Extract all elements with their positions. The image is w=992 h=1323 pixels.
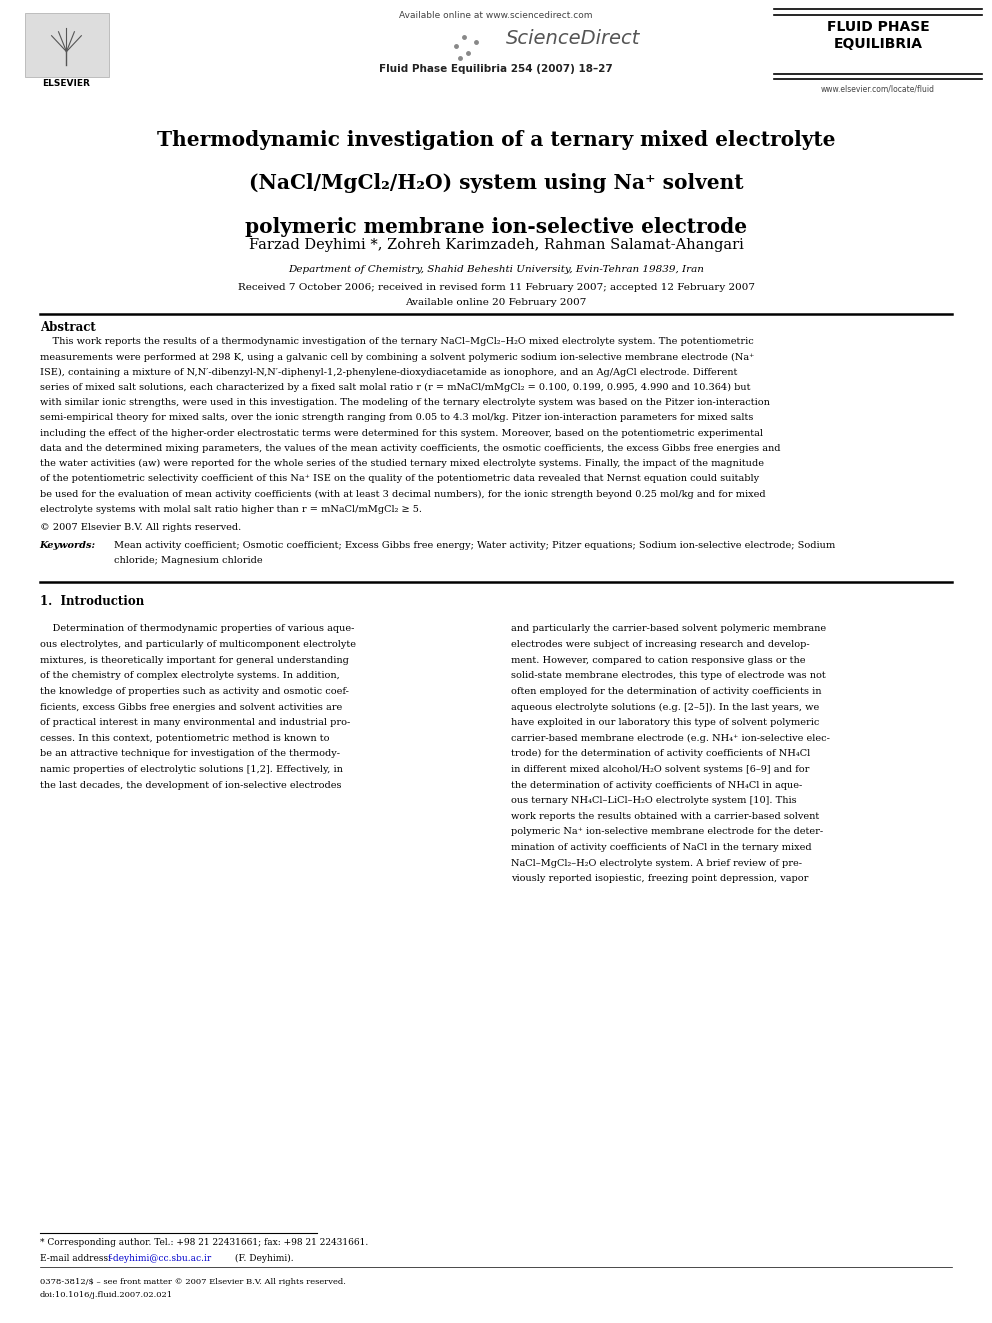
Text: E-mail address:: E-mail address:	[40, 1254, 111, 1263]
Text: mixtures, is theoretically important for general understanding: mixtures, is theoretically important for…	[40, 656, 348, 664]
Text: the water activities (aw) were reported for the whole series of the studied tern: the water activities (aw) were reported …	[40, 459, 764, 468]
Text: 0378-3812/$ – see front matter © 2007 Elsevier B.V. All rights reserved.: 0378-3812/$ – see front matter © 2007 El…	[40, 1278, 345, 1286]
Text: Fluid Phase Equilibria 254 (2007) 18–27: Fluid Phase Equilibria 254 (2007) 18–27	[379, 64, 613, 74]
Text: mination of activity coefficients of NaCl in the ternary mixed: mination of activity coefficients of NaC…	[511, 843, 811, 852]
Text: chloride; Magnesium chloride: chloride; Magnesium chloride	[114, 556, 263, 565]
Text: cesses. In this context, potentiometric method is known to: cesses. In this context, potentiometric …	[40, 734, 329, 742]
Text: Thermodynamic investigation of a ternary mixed electrolyte: Thermodynamic investigation of a ternary…	[157, 130, 835, 149]
Text: ous ternary NH₄Cl–LiCl–H₂O electrolyte system [10]. This: ous ternary NH₄Cl–LiCl–H₂O electrolyte s…	[511, 796, 797, 806]
Text: Keywords:: Keywords:	[40, 541, 96, 550]
Text: electrodes were subject of increasing research and develop-: electrodes were subject of increasing re…	[511, 640, 809, 650]
Text: data and the determined mixing parameters, the values of the mean activity coeff: data and the determined mixing parameter…	[40, 443, 780, 452]
Text: ous electrolytes, and particularly of multicomponent electrolyte: ous electrolytes, and particularly of mu…	[40, 640, 356, 650]
Text: Farzad Deyhimi *, Zohreh Karimzadeh, Rahman Salamat-Ahangari: Farzad Deyhimi *, Zohreh Karimzadeh, Rah…	[249, 238, 743, 253]
Text: viously reported isopiestic, freezing point depression, vapor: viously reported isopiestic, freezing po…	[511, 875, 808, 884]
Text: 1.  Introduction: 1. Introduction	[40, 595, 144, 609]
Text: © 2007 Elsevier B.V. All rights reserved.: © 2007 Elsevier B.V. All rights reserved…	[40, 523, 241, 532]
Text: be used for the evaluation of mean activity coefficients (with at least 3 decima: be used for the evaluation of mean activ…	[40, 490, 765, 499]
Text: and particularly the carrier-based solvent polymeric membrane: and particularly the carrier-based solve…	[511, 624, 826, 634]
Text: namic properties of electrolytic solutions [1,2]. Effectively, in: namic properties of electrolytic solutio…	[40, 765, 342, 774]
Text: Available online 20 February 2007: Available online 20 February 2007	[406, 298, 586, 307]
Text: often employed for the determination of activity coefficients in: often employed for the determination of …	[511, 687, 821, 696]
Text: electrolyte systems with molal salt ratio higher than r = mNaCl/mMgCl₂ ≥ 5.: electrolyte systems with molal salt rati…	[40, 504, 422, 513]
Text: the determination of activity coefficients of NH₄Cl in aque-: the determination of activity coefficien…	[511, 781, 803, 790]
Text: ScienceDirect: ScienceDirect	[506, 29, 640, 48]
Text: * Corresponding author. Tel.: +98 21 22431661; fax: +98 21 22431661.: * Corresponding author. Tel.: +98 21 224…	[40, 1238, 368, 1248]
Text: with similar ionic strengths, were used in this investigation. The modeling of t: with similar ionic strengths, were used …	[40, 398, 770, 407]
Text: Department of Chemistry, Shahid Beheshti University, Evin-Tehran 19839, Iran: Department of Chemistry, Shahid Beheshti…	[288, 265, 704, 274]
Text: trode) for the determination of activity coefficients of NH₄Cl: trode) for the determination of activity…	[511, 749, 810, 758]
Text: www.elsevier.com/locate/fluid: www.elsevier.com/locate/fluid	[821, 85, 934, 94]
Text: of the chemistry of complex electrolyte systems. In addition,: of the chemistry of complex electrolyte …	[40, 671, 339, 680]
Text: Determination of thermodynamic properties of various aque-: Determination of thermodynamic propertie…	[40, 624, 354, 634]
Text: have exploited in our laboratory this type of solvent polymeric: have exploited in our laboratory this ty…	[511, 718, 819, 728]
Text: measurements were performed at 298 K, using a galvanic cell by combining a solve: measurements were performed at 298 K, us…	[40, 352, 754, 361]
Text: of the potentiometric selectivity coefficient of this Na⁺ ISE on the quality of : of the potentiometric selectivity coeffi…	[40, 475, 759, 483]
Text: NaCl–MgCl₂–H₂O electrolyte system. A brief review of pre-: NaCl–MgCl₂–H₂O electrolyte system. A bri…	[511, 859, 802, 868]
Text: This work reports the results of a thermodynamic investigation of the ternary Na: This work reports the results of a therm…	[40, 337, 754, 347]
Text: doi:10.1016/j.fluid.2007.02.021: doi:10.1016/j.fluid.2007.02.021	[40, 1291, 173, 1299]
Text: series of mixed salt solutions, each characterized by a fixed salt molal ratio r: series of mixed salt solutions, each cha…	[40, 384, 750, 392]
Text: be an attractive technique for investigation of the thermody-: be an attractive technique for investiga…	[40, 749, 339, 758]
Text: ment. However, compared to cation responsive glass or the: ment. However, compared to cation respon…	[511, 656, 806, 664]
Text: including the effect of the higher-order electrostatic terms were determined for: including the effect of the higher-order…	[40, 429, 763, 438]
Text: ISE), containing a mixture of N,N′-dibenzyl-N,N′-diphenyl-1,2-phenylene-dioxydia: ISE), containing a mixture of N,N′-diben…	[40, 368, 737, 377]
Bar	[25, 13, 109, 77]
Text: Available online at www.sciencedirect.com: Available online at www.sciencedirect.co…	[399, 11, 593, 20]
Text: the last decades, the development of ion-selective electrodes: the last decades, the development of ion…	[40, 781, 341, 790]
Text: solid-state membrane electrodes, this type of electrode was not: solid-state membrane electrodes, this ty…	[511, 671, 825, 680]
Text: work reports the results obtained with a carrier-based solvent: work reports the results obtained with a…	[511, 812, 819, 820]
Text: ficients, excess Gibbs free energies and solvent activities are: ficients, excess Gibbs free energies and…	[40, 703, 342, 712]
Text: FLUID PHASE
EQUILIBRIA: FLUID PHASE EQUILIBRIA	[826, 20, 930, 52]
Text: (NaCl/MgCl₂/H₂O) system using Na⁺ solvent: (NaCl/MgCl₂/H₂O) system using Na⁺ solven…	[249, 173, 743, 193]
Text: polymeric membrane ion-selective electrode: polymeric membrane ion-selective electro…	[245, 217, 747, 237]
Text: Received 7 October 2006; received in revised form 11 February 2007; accepted 12 : Received 7 October 2006; received in rev…	[237, 283, 755, 292]
Text: f-deyhimi@cc.sbu.ac.ir: f-deyhimi@cc.sbu.ac.ir	[108, 1254, 212, 1263]
Text: Mean activity coefficient; Osmotic coefficient; Excess Gibbs free energy; Water : Mean activity coefficient; Osmotic coeff…	[114, 541, 835, 550]
Text: polymeric Na⁺ ion-selective membrane electrode for the deter-: polymeric Na⁺ ion-selective membrane ele…	[511, 827, 823, 836]
Text: Abstract: Abstract	[40, 321, 95, 335]
Text: semi-empirical theory for mixed salts, over the ionic strength ranging from 0.05: semi-empirical theory for mixed salts, o…	[40, 413, 753, 422]
Text: of practical interest in many environmental and industrial pro-: of practical interest in many environmen…	[40, 718, 350, 728]
Text: carrier-based membrane electrode (e.g. NH₄⁺ ion-selective elec-: carrier-based membrane electrode (e.g. N…	[511, 734, 829, 742]
Text: in different mixed alcohol/H₂O solvent systems [6–9] and for: in different mixed alcohol/H₂O solvent s…	[511, 765, 809, 774]
Text: (F. Deyhimi).: (F. Deyhimi).	[232, 1254, 294, 1263]
Text: ELSEVIER: ELSEVIER	[43, 79, 90, 89]
Text: aqueous electrolyte solutions (e.g. [2–5]). In the last years, we: aqueous electrolyte solutions (e.g. [2–5…	[511, 703, 819, 712]
Text: the knowledge of properties such as activity and osmotic coef-: the knowledge of properties such as acti…	[40, 687, 348, 696]
